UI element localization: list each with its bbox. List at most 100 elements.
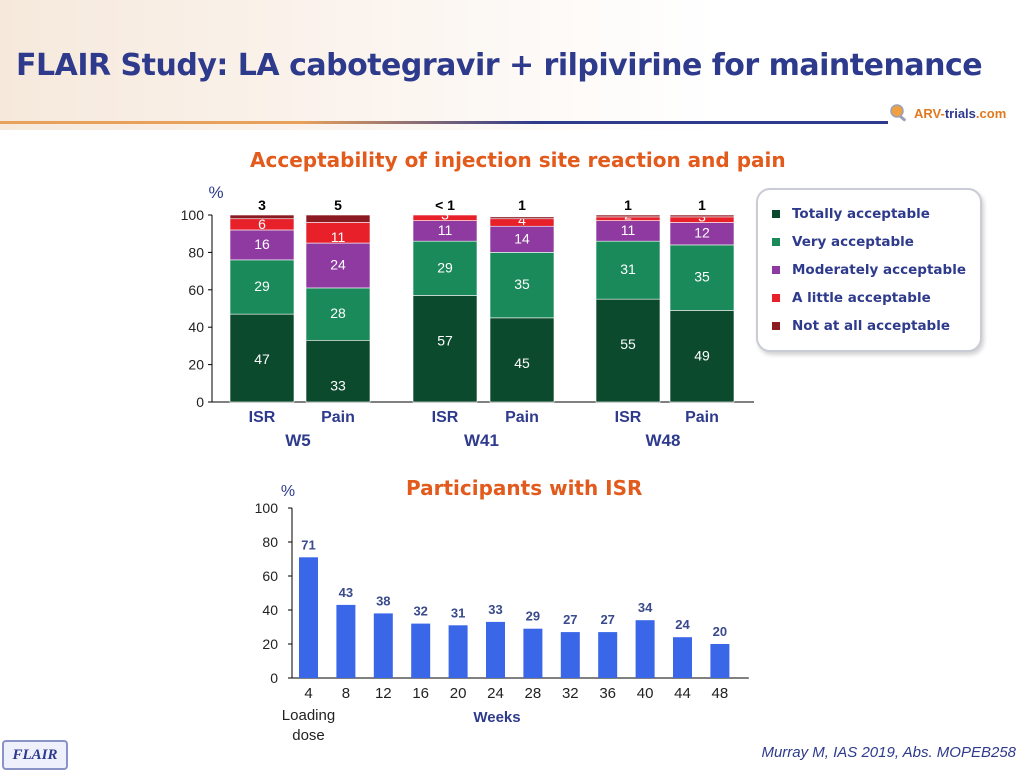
bar-segment-totally [305,339,371,403]
x-tick-label: 16 [412,685,429,702]
acceptability-stacked-chart: %02040608010047291663ISR332824115PainW55… [181,183,754,450]
y-tick-label: 100 [255,500,279,516]
segment-label: 4 [518,212,526,228]
x-tick-label: 48 [712,685,729,702]
bar-segment-notatall [229,214,295,220]
y-axis-unit: % [281,483,295,500]
bar-category-label: Pain [321,409,355,426]
isr-bar [336,604,356,678]
segment-label: 57 [437,332,453,348]
bar-segment-very [305,287,371,341]
arv-trials-logo: ARV-trials.com [888,100,1018,126]
bar-segment-notatall [669,214,735,218]
bar-top-label: 5 [334,197,342,213]
bar-top-label: 1 [518,197,526,213]
segment-label: 35 [514,276,530,292]
segment-label: 28 [330,305,346,321]
legend-swatch [772,322,780,330]
stacked-chart-title: Acceptability of injection site reaction… [250,148,786,172]
header-background [0,0,1024,130]
segment-label: 29 [437,259,453,275]
bar-category-label: ISR [432,409,459,426]
isr-chart-title: Participants with ISR [406,476,643,500]
bar-segment-moderately [305,242,371,289]
y-tick-label: 80 [262,534,278,550]
bar-top-label: < 1 [435,197,455,213]
legend-item-very: Very acceptable [772,234,914,250]
segment-label: 35 [694,269,710,285]
y-tick-label: 40 [188,319,204,335]
isr-bar [710,644,730,678]
x-tick-label: 28 [525,685,542,702]
y-tick-label: 20 [188,357,204,373]
isr-bar-value-label: 38 [376,593,390,608]
segment-label: 29 [254,278,270,294]
segment-label: 47 [254,351,270,367]
segment-label: 31 [620,261,636,277]
isr-bar [673,637,692,678]
bar-segment-notatall [595,214,661,218]
loading-dose-note: Loading [282,707,335,724]
bar-segment-very [229,259,295,315]
isr-bar-value-label: 29 [526,609,540,624]
header-rule-accent [300,121,888,124]
slide-title: FLAIR Study: LA cabotegravir + rilpiviri… [16,48,983,83]
bar-segment-very [595,240,661,300]
legend-label: Totally acceptable [792,206,930,222]
y-tick-label: 80 [188,244,204,260]
segment-label: 12 [694,225,710,241]
isr-bar-value-label: 33 [488,602,502,617]
isr-bar-value-label: 71 [301,537,315,552]
bar-category-label: Pain [505,409,539,426]
x-tick-label: 36 [599,685,616,702]
segment-label: 3 [441,207,449,223]
isr-bar [299,557,318,678]
y-axis-unit: % [208,183,223,202]
segment-label: 11 [621,222,636,238]
y-tick-label: 0 [196,394,204,410]
magnifier-icon [890,104,906,122]
segment-label: 33 [330,377,346,393]
segment-label: 24 [330,256,346,272]
legend-item-moderately: Moderately acceptable [772,262,966,278]
bar-category-label: ISR [249,409,276,426]
isr-bar-value-label: 34 [638,600,653,615]
isr-bar-value-label: 32 [413,604,427,619]
segment-label: 11 [331,229,346,245]
bar-segment-notatall [305,214,371,223]
isr-bar [635,620,655,678]
isr-bar [598,632,618,678]
x-tick-label: 8 [342,685,350,702]
legend-label: A little acceptable [792,290,931,306]
logo-text: ARV-trials.com [914,106,1006,121]
flair-badge: FLAIR [2,740,68,770]
isr-bar-value-label: 27 [563,612,577,627]
legend-item-notatall: Not at all acceptable [772,318,950,334]
bar-top-label: 1 [624,197,632,213]
isr-bar [523,628,543,678]
legend-label: Very acceptable [792,234,914,250]
bar-segment-totally [489,317,555,403]
bar-segment-totally [669,310,735,403]
isr-bar [486,621,505,678]
bar-segment-moderately [489,225,555,253]
citation: Murray M, IAS 2019, Abs. MOPEB258 [761,744,1016,761]
bar-top-label: 3 [258,197,266,213]
bar-segment-moderately [229,229,295,261]
legend-swatch [772,266,780,274]
isr-bar-value-label: 31 [451,605,465,620]
logo-text-b: trials [944,105,976,121]
y-tick-label: 40 [262,602,278,618]
x-tick-label: 4 [304,685,312,702]
bar-segment-notatall [489,216,555,220]
bar-segment-little [412,214,478,221]
bar-segment-totally [412,295,478,403]
bar-segment-totally [595,298,661,403]
segment-label: 55 [620,336,636,352]
isr-bar-value-label: 20 [713,624,727,639]
y-tick-label: 60 [262,568,278,584]
logo-text-a: ARV- [914,105,945,121]
isr-bar [411,623,431,678]
y-tick-label: 0 [270,670,278,686]
loading-dose-note: dose [292,727,325,744]
